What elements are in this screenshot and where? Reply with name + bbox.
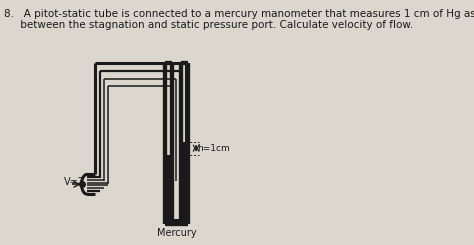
Text: h=1cm: h=1cm (197, 144, 230, 153)
Bar (182, 142, 188, 224)
Bar (165, 155, 172, 224)
Bar (165, 219, 188, 224)
Text: between the stagnation and static pressure port. Calculate velocity of flow.: between the stagnation and static pressu… (4, 20, 413, 30)
Text: V=?: V=? (64, 177, 84, 187)
Text: 8.   A pitot-static tube is connected to a mercury manometer that measures 1 cm : 8. A pitot-static tube is connected to a… (4, 9, 474, 19)
Text: Mercury: Mercury (156, 228, 196, 238)
